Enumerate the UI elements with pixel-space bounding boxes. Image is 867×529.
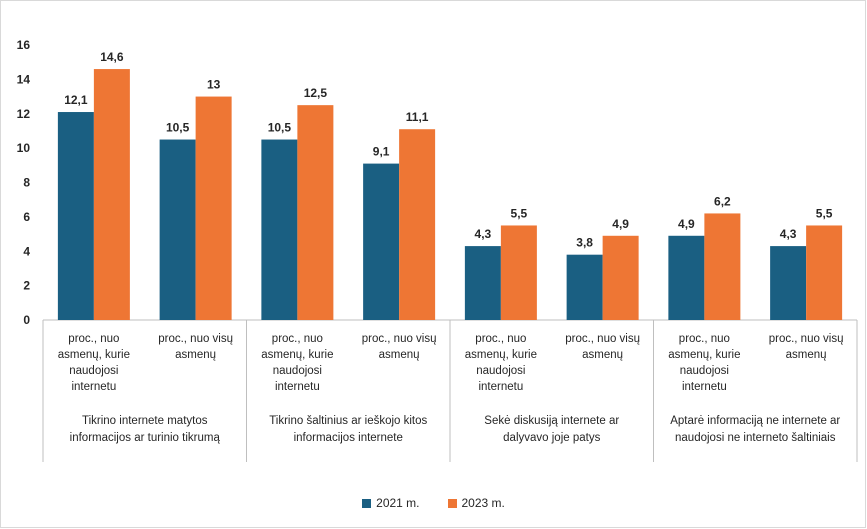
category-label: proc., nuo bbox=[272, 333, 323, 345]
category-label: proc., nuo visų bbox=[158, 333, 233, 345]
data-label: 4,9 bbox=[612, 217, 629, 231]
data-label: 10,5 bbox=[268, 121, 292, 135]
legend: 2021 m. 2023 m. bbox=[0, 496, 867, 510]
data-label: 10,5 bbox=[166, 121, 190, 135]
category-label: proc., nuo visų bbox=[362, 333, 437, 345]
y-tick-label: 4 bbox=[23, 244, 30, 258]
group-label: dalyvavo joje patys bbox=[503, 432, 600, 444]
y-tick-label: 12 bbox=[17, 107, 31, 121]
category-label: asmenų, kurie bbox=[261, 349, 333, 361]
bar-2023 bbox=[93, 69, 130, 320]
category-label: asmenų bbox=[582, 349, 623, 361]
data-label: 9,1 bbox=[373, 145, 390, 159]
category-label: asmenų bbox=[175, 349, 216, 361]
group-label: informacijos internete bbox=[294, 432, 403, 444]
y-tick-label: 16 bbox=[17, 38, 31, 52]
legend-item-2023: 2023 m. bbox=[447, 496, 505, 510]
bar-2023 bbox=[297, 105, 334, 320]
data-label: 5,5 bbox=[511, 206, 528, 220]
data-label: 5,5 bbox=[816, 206, 833, 220]
category-label: proc., nuo bbox=[475, 333, 526, 345]
group-label: Aptarė informaciją ne internete ar bbox=[670, 415, 840, 427]
category-label: naudojosi bbox=[680, 365, 729, 377]
data-label: 6,2 bbox=[714, 194, 731, 208]
data-label: 11,1 bbox=[406, 110, 429, 124]
bar-2023 bbox=[806, 225, 843, 320]
legend-swatch-2021 bbox=[362, 498, 372, 508]
data-label: 12,1 bbox=[64, 93, 88, 107]
bar-2023 bbox=[500, 225, 537, 320]
category-label: naudojosi bbox=[476, 365, 525, 377]
y-tick-label: 10 bbox=[17, 141, 31, 155]
group-label: naudojosi ne interneto šaltiniais bbox=[675, 432, 836, 444]
legend-swatch-2023 bbox=[447, 498, 457, 508]
category-label: internetu bbox=[275, 381, 320, 393]
category-label: proc., nuo visų bbox=[769, 333, 844, 345]
data-label: 3,8 bbox=[576, 236, 593, 250]
data-label: 4,9 bbox=[678, 217, 695, 231]
category-label: proc., nuo visų bbox=[565, 333, 640, 345]
category-label: internetu bbox=[478, 381, 523, 393]
category-label: internetu bbox=[71, 381, 116, 393]
bar-2023 bbox=[602, 235, 639, 320]
category-label: asmenų bbox=[786, 349, 827, 361]
data-label: 14,6 bbox=[100, 50, 124, 64]
bar-2021 bbox=[57, 112, 94, 320]
bar-2021 bbox=[566, 254, 603, 320]
group-label: Sekė diskusiją internete ar bbox=[484, 415, 619, 427]
bar-2021 bbox=[464, 246, 501, 320]
bar-2023 bbox=[704, 213, 741, 320]
legend-label-2023: 2023 m. bbox=[461, 496, 505, 510]
category-label: asmenų, kurie bbox=[58, 349, 130, 361]
group-label: Tikrino šaltinius ar ieškojo kitos bbox=[269, 415, 427, 427]
bar-2021 bbox=[261, 139, 298, 320]
y-tick-label: 14 bbox=[17, 72, 31, 86]
y-tick-label: 0 bbox=[23, 313, 30, 327]
legend-item-2021: 2021 m. bbox=[362, 496, 420, 510]
y-tick-label: 8 bbox=[23, 176, 30, 190]
data-label: 13 bbox=[207, 78, 221, 92]
data-label: 4,3 bbox=[780, 227, 797, 241]
bar-2023 bbox=[399, 129, 436, 320]
data-label: 12,5 bbox=[304, 86, 328, 100]
bar-2021 bbox=[363, 163, 400, 320]
data-label: 4,3 bbox=[475, 227, 492, 241]
category-label: internetu bbox=[682, 381, 727, 393]
bar-2021 bbox=[159, 139, 196, 320]
bar-2021 bbox=[668, 235, 705, 320]
group-label: Tikrino internete matytos bbox=[82, 415, 208, 427]
bar-2023 bbox=[195, 96, 232, 320]
category-label: proc., nuo bbox=[679, 333, 730, 345]
category-label: asmenų bbox=[379, 349, 420, 361]
category-label: asmenų, kurie bbox=[668, 349, 740, 361]
y-tick-label: 6 bbox=[23, 210, 30, 224]
y-tick-label: 2 bbox=[23, 279, 30, 293]
category-label: naudojosi bbox=[69, 365, 118, 377]
legend-label-2021: 2021 m. bbox=[376, 496, 420, 510]
bar-2021 bbox=[770, 246, 807, 320]
category-label: naudojosi bbox=[273, 365, 322, 377]
category-label: proc., nuo bbox=[68, 333, 119, 345]
group-label: informacijos ar turinio tikrumą bbox=[70, 432, 221, 444]
category-label: asmenų, kurie bbox=[465, 349, 537, 361]
